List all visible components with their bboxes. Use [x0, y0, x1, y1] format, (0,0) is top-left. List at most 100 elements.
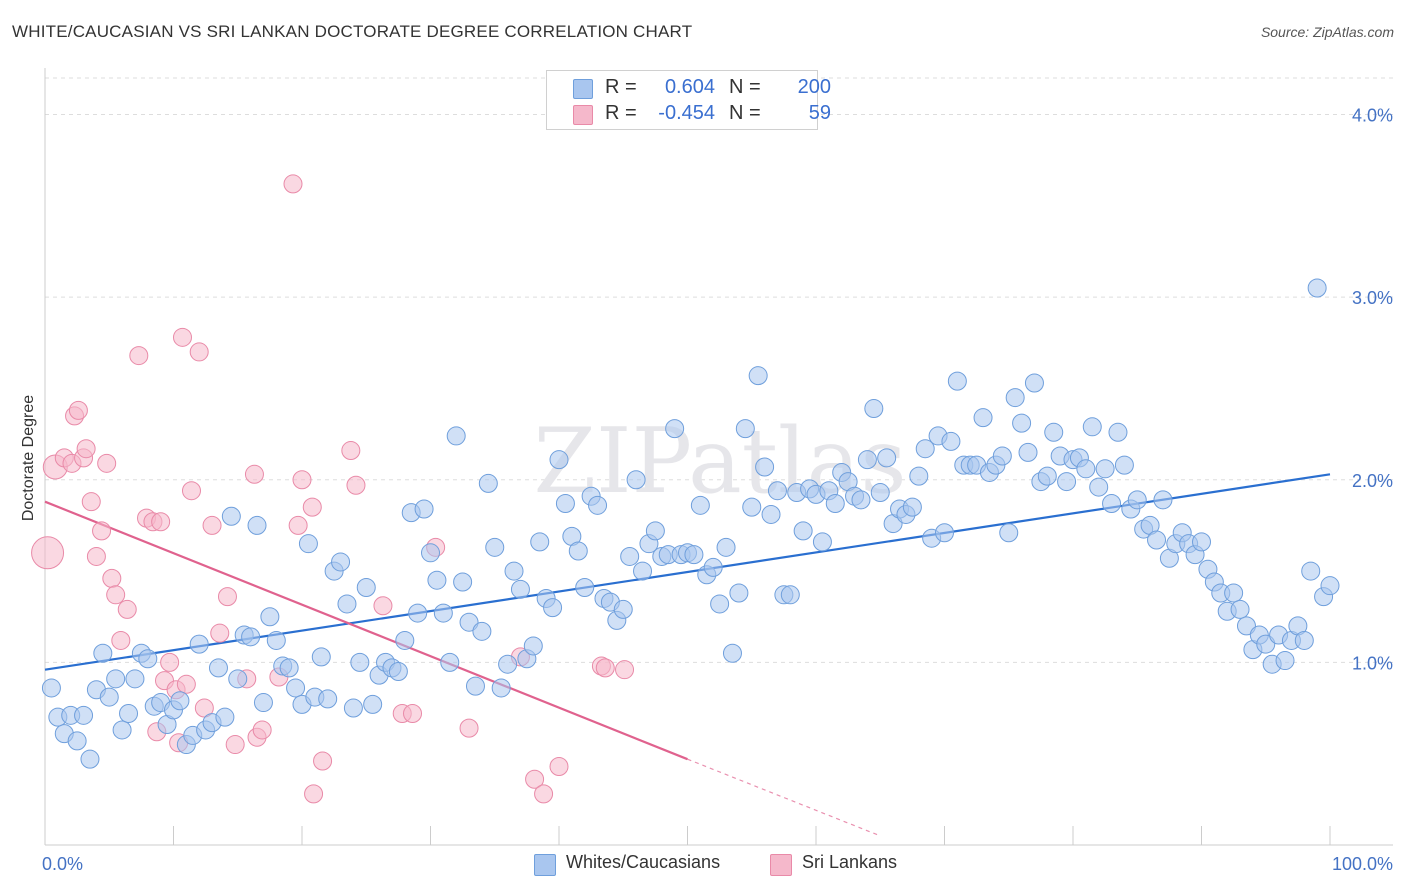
point-whites [485, 537, 505, 557]
point-whites [1108, 422, 1128, 442]
point-whites [170, 691, 190, 711]
chart-source: Source: ZipAtlas.com [1260, 24, 1394, 40]
point-whites [1005, 388, 1025, 408]
point-whites [465, 676, 485, 696]
point-whites [999, 523, 1019, 543]
point-whites [453, 572, 473, 592]
y-tick-label: 4.0% [1352, 106, 1393, 126]
point-whites [1275, 651, 1295, 671]
point-whites [992, 446, 1012, 466]
point-whites [633, 561, 653, 581]
point-whites [941, 431, 961, 451]
point-whites [857, 450, 877, 470]
point-whites [221, 506, 241, 526]
point-srilankans [292, 470, 312, 490]
point-srilankans [106, 585, 126, 605]
point-whites [947, 371, 967, 391]
point-srilankans [81, 492, 101, 512]
point-srilankans [194, 698, 214, 718]
point-whites [228, 669, 248, 689]
point-whites [93, 643, 113, 663]
point-whites [1095, 459, 1115, 479]
point-whites [247, 515, 267, 535]
point-whites [1224, 583, 1244, 603]
point-whites [459, 612, 479, 632]
point-whites [549, 450, 569, 470]
n-value: 200 [797, 76, 831, 98]
point-whites [1057, 472, 1077, 492]
point-srilankans [217, 587, 237, 607]
point-srilankans [283, 174, 303, 194]
point-srilankans [160, 652, 180, 672]
point-whites [279, 658, 299, 678]
point-whites [208, 658, 228, 678]
point-whites [106, 669, 126, 689]
r-label: R = [605, 102, 637, 124]
point-whites [735, 419, 755, 439]
point-whites [1256, 634, 1276, 654]
legend-label-srilankans: Sri Lankans [802, 852, 898, 872]
point-whites [716, 537, 736, 557]
r-value: -0.454 [658, 102, 715, 124]
point-whites [1044, 422, 1064, 442]
point-srilankans [549, 756, 569, 776]
point-srilankans [97, 453, 117, 473]
point-srilankans [525, 769, 545, 789]
point-whites [286, 678, 306, 698]
point-whites [504, 561, 524, 581]
point-whites [613, 599, 633, 619]
point-whites [478, 473, 498, 493]
axes [44, 68, 1393, 846]
point-whites [408, 603, 428, 623]
point-whites [812, 532, 832, 552]
point-srilankans [373, 596, 393, 616]
point-whites [472, 621, 492, 641]
y-tick-label: 1.0% [1352, 653, 1393, 673]
point-whites [125, 669, 145, 689]
point-whites [510, 579, 530, 599]
point-whites [446, 426, 466, 446]
point-whites [1076, 459, 1096, 479]
point-whites [421, 543, 440, 563]
point-srilankans [129, 346, 149, 366]
n-label: N = [729, 102, 761, 124]
point-whites [253, 693, 273, 713]
point-whites [395, 630, 415, 650]
point-whites [112, 720, 132, 740]
point-whites [350, 652, 370, 672]
point-whites [626, 470, 646, 490]
point-whites [722, 643, 742, 663]
point-srilankans [210, 623, 230, 643]
legend-swatch-whites [573, 79, 593, 99]
point-whites [67, 731, 87, 751]
point-whites [825, 494, 845, 514]
point-whites [1127, 490, 1147, 510]
point-whites [851, 490, 871, 510]
point-srilankans [176, 674, 196, 694]
point-srilankans [151, 512, 171, 532]
point-srilankans [313, 751, 333, 771]
point-whites [780, 585, 800, 605]
point-whites [1012, 413, 1032, 433]
point-srilankans [302, 497, 322, 517]
point-whites [266, 630, 286, 650]
trend-line-srilankans [44, 500, 688, 761]
point-whites [311, 647, 331, 667]
point-srilankans [595, 658, 615, 678]
point-srilankans [68, 400, 88, 420]
legend-swatch-srilankans [770, 854, 792, 876]
point-whites [318, 689, 338, 709]
point-whites [568, 541, 588, 561]
legend-swatch-whites [534, 854, 556, 876]
series-legend: Whites/Caucasians Sri Lankans [0, 852, 1406, 878]
point-whites [189, 634, 209, 654]
point-whites [337, 594, 357, 614]
point-whites [491, 678, 511, 698]
point-srilankans [117, 599, 137, 619]
point-whites [877, 448, 897, 468]
r-value: 0.604 [664, 76, 715, 98]
whites-points [41, 278, 1340, 769]
point-whites [1018, 442, 1038, 462]
point-whites [1230, 599, 1250, 619]
point-whites [523, 636, 543, 656]
